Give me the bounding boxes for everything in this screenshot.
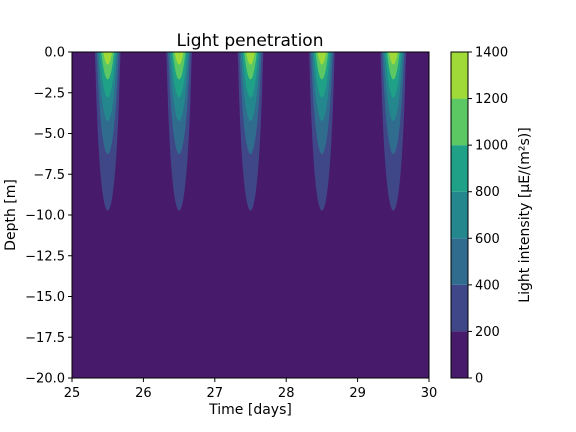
y-tick-label: −20.0 — [25, 372, 65, 387]
colorbar-tick-label: 1200 — [475, 92, 508, 107]
contour-fill-layer — [91, 52, 410, 211]
colorbar-label: Light intensity [μE/(m²s)] — [517, 127, 533, 302]
contour-band-day2-level6 — [163, 52, 196, 65]
colorbar-band-4 — [451, 145, 468, 192]
y-tick-label: −7.5 — [33, 168, 65, 183]
colorbar-tick-label: 200 — [475, 325, 500, 340]
y-tick-label: −10.0 — [25, 209, 65, 224]
x-axis-ticks: 25 26 27 28 29 30 — [64, 378, 438, 401]
colorbar-band-0 — [451, 331, 468, 378]
y-tick-label: 0.0 — [44, 46, 65, 61]
chart-title: Light penetration — [177, 31, 324, 51]
colorbar-band-2 — [451, 238, 468, 285]
y-tick-label: −17.5 — [25, 331, 65, 346]
y-axis-ticks: 0.0 −2.5 −5.0 −7.5 −10.0 −12.5 −15.0 −17.5 −20.0 — [25, 46, 72, 387]
colorbar-tick-label: 600 — [475, 232, 500, 247]
colorbar-frame — [450, 51, 469, 379]
colorbar-tick-label: 800 — [475, 185, 500, 200]
colorbar-tick-label: 1400 — [475, 46, 508, 61]
contour-band-day3-level6 — [234, 52, 267, 65]
y-tick-label: −15.0 — [25, 290, 65, 305]
contour-band-day1-level5 — [91, 52, 124, 80]
contour-band-day4-level5 — [305, 52, 338, 80]
colorbar-tick-label: 400 — [475, 278, 500, 293]
colorbar-band-6 — [451, 52, 468, 99]
colorbar-band-1 — [451, 284, 468, 332]
x-tick-label: 29 — [349, 386, 366, 401]
x-tick-label: 26 — [135, 386, 152, 401]
contour-band-day2-level5 — [163, 52, 196, 80]
contour-band-day5-level6 — [377, 52, 410, 65]
contour-band-day4-level6 — [305, 52, 338, 65]
y-tick-label: −2.5 — [33, 86, 65, 101]
y-tick-label: −12.5 — [25, 249, 65, 264]
y-axis-label: Depth [m] — [3, 179, 19, 251]
colorbar-ticks: 0 200 400 600 800 1000 1200 1400 — [468, 46, 508, 387]
x-tick-label: 27 — [207, 386, 224, 401]
colorbar-band-5 — [451, 98, 468, 146]
colorbar-tick-label: 0 — [475, 372, 483, 387]
contour-band-day1-level6 — [91, 52, 124, 65]
y-tick-label: −5.0 — [33, 127, 65, 142]
x-tick-label: 30 — [421, 386, 438, 401]
colorbar-tick-label: 1000 — [475, 139, 508, 154]
x-tick-label: 25 — [64, 386, 81, 401]
x-axis-label: Time [days] — [208, 402, 292, 418]
contour-band-day5-level5 — [377, 52, 410, 80]
x-tick-label: 28 — [278, 386, 295, 401]
contour-band-day3-level5 — [234, 52, 267, 80]
colorbar-band-3 — [451, 191, 468, 239]
colorbar — [451, 52, 468, 378]
